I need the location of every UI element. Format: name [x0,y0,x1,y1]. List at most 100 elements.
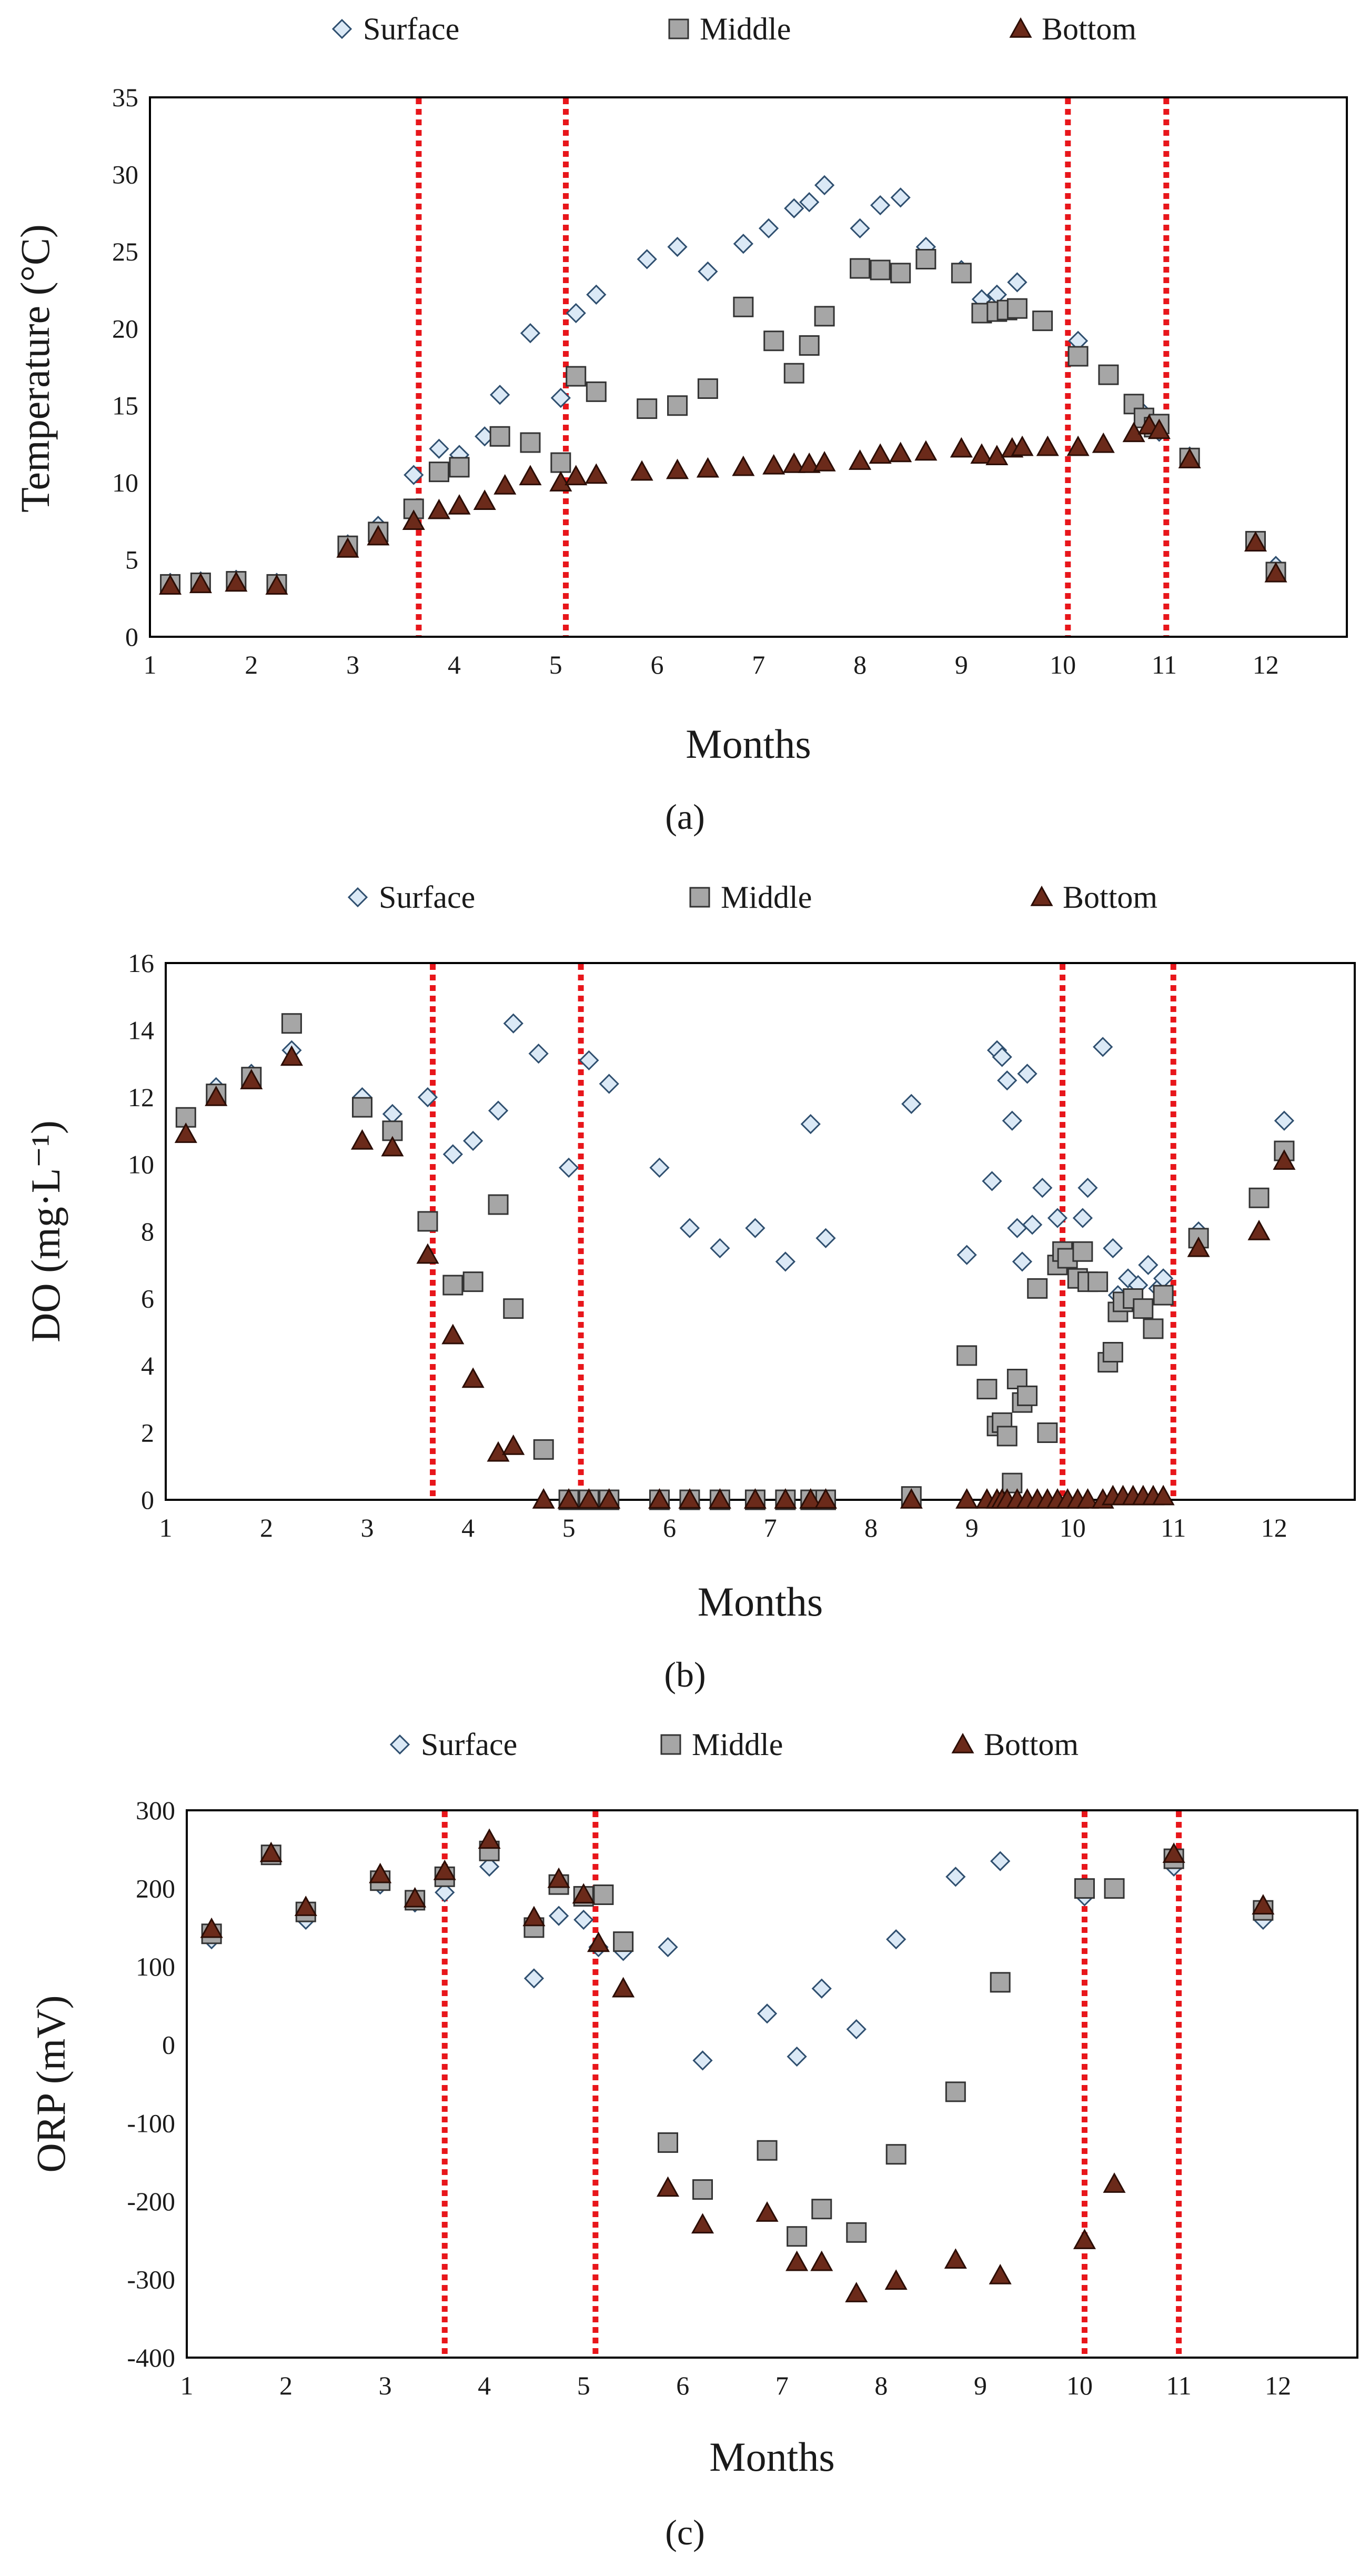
middle-point [811,2199,832,2220]
middle-point [692,2179,713,2200]
legend-label-middle: Middle [692,1727,783,1762]
bottom-point [989,2263,1012,2284]
middle-point [1027,1278,1048,1299]
x-tick-label: 2 [245,650,258,679]
bottom-point [280,1045,303,1066]
surface-point [1138,1255,1159,1275]
middle-point [566,366,587,387]
middle-point [846,2222,867,2243]
x-tick-label: 3 [379,2371,392,2400]
surface-point [870,195,891,216]
surface-point [886,1929,906,1950]
surface-point [528,1044,549,1064]
middle-point [488,1194,509,1215]
bottom-point [189,573,212,594]
middle-point [945,2081,966,2102]
surface-point [1093,1037,1113,1057]
middle-point [951,263,972,284]
surface-point [1012,1251,1033,1272]
bottom-point [1147,418,1171,439]
bottom-point [493,474,517,495]
middle-point [757,2140,778,2161]
x-tick-label: 9 [965,1513,979,1542]
surface-point [698,261,718,282]
surface-point [901,1094,922,1114]
y-tick-label: 25 [112,237,138,266]
legend-label-surface: Surface [379,880,475,915]
bottom-point [381,1136,404,1157]
bottom-point [294,1896,317,1916]
middle-point [990,1972,1011,1993]
surface-point [463,1130,483,1151]
surface-point [1103,1238,1123,1258]
chart-panel-1: 1 2 3 4 5 6 7 8 9 10 11 1205101520253035MonthsTempe… [12,12,1348,837]
y-tick-label: -400 [127,2343,175,2372]
x-tick-label: 1 [180,2371,194,2400]
bottom-point [585,463,608,484]
x-tick-label: 2 [279,2371,293,2400]
x-tick-label: 4 [448,650,461,679]
bottom-point [598,1488,621,1509]
legend-label-surface: Surface [421,1727,517,1762]
bottom-point [845,2282,868,2302]
bottom-point [696,457,719,478]
middle-point [783,363,804,384]
middle-point [1006,298,1028,319]
x-tick-label: 5 [562,1513,576,1542]
x-tick-label: 2 [260,1513,273,1542]
bottom-point [691,2213,714,2234]
middle-point [442,1275,464,1296]
bottom-point [782,452,805,473]
surface-point [775,1251,796,1272]
y-tick-label: 5 [125,545,138,575]
legend: Surface Middle Bottom [331,12,1136,46]
surface-point [992,1047,1012,1067]
middle-point [613,1931,634,1952]
surface-point [784,198,804,218]
middle-point [449,457,470,478]
y-tick-label: 300 [136,1796,175,1825]
legend-label-middle: Middle [721,880,812,915]
bottom-point [1076,1488,1100,1509]
bottom-point [666,458,689,479]
y-tick-label: 30 [112,159,138,189]
bottom-point [404,1887,427,1908]
surface-point [814,175,835,196]
legend-marker-bottom [1009,17,1032,38]
x-axis-title: Months [698,1579,823,1625]
y-tick-label: -200 [127,2187,175,2216]
bottom-point [970,443,993,464]
bottom-point [1252,1894,1275,1915]
bottom-point [889,442,912,463]
middle-point [658,2132,679,2153]
surface-point [811,1978,832,1999]
surface-point [658,1937,678,1958]
x-tick-label: 5 [549,650,562,679]
x-tick-label: 6 [650,650,663,679]
legend-label-bottom: Bottom [1063,880,1157,915]
middle-point [976,1379,998,1400]
surface-point [548,1906,569,1926]
surface-point [1077,1178,1098,1198]
bottom-point [743,1488,767,1509]
middle-point [1133,1298,1154,1319]
middle-point [1098,364,1119,385]
middle-point [814,306,835,327]
legend-marker-middle [660,1734,681,1755]
surface-point [1072,1208,1093,1228]
surface-point [1022,1215,1043,1235]
bottom-point [549,471,572,492]
bottom-point [708,1488,731,1509]
surface-point [417,1087,438,1108]
middle-point [351,1097,372,1118]
bottom-point [1244,531,1267,552]
surface-point [758,218,779,239]
y-tick-label: 0 [125,622,138,651]
y-tick-label: 10 [128,1150,154,1179]
bottom-point [502,1434,525,1455]
y-tick-label: 35 [112,83,138,112]
y-tick-label: 8 [141,1217,154,1246]
surface-point [667,236,688,257]
legend-marker-surface [331,18,352,39]
